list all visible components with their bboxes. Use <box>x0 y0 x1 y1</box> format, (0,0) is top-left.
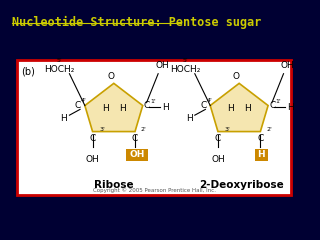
Text: H: H <box>119 104 126 113</box>
Text: C: C <box>257 133 263 143</box>
Text: OH: OH <box>155 61 169 71</box>
Polygon shape <box>85 83 143 132</box>
Text: 4': 4' <box>81 98 87 103</box>
Text: C: C <box>215 133 221 143</box>
Text: 5': 5' <box>57 58 63 63</box>
FancyBboxPatch shape <box>255 149 268 161</box>
Text: O: O <box>233 72 240 81</box>
Text: 2-Deoxyribose: 2-Deoxyribose <box>199 180 284 190</box>
Text: H: H <box>258 150 265 159</box>
Text: OH: OH <box>129 150 145 159</box>
Text: Ribose: Ribose <box>94 180 134 190</box>
Text: C: C <box>144 101 150 110</box>
Text: 2': 2' <box>141 127 147 132</box>
Text: 2': 2' <box>266 127 272 132</box>
Text: HOCH₂: HOCH₂ <box>44 65 75 74</box>
Text: C: C <box>90 133 96 143</box>
Text: 3': 3' <box>225 127 231 132</box>
Text: OH: OH <box>281 61 294 71</box>
Text: 3': 3' <box>99 127 105 132</box>
Text: H: H <box>227 104 234 113</box>
Text: OH: OH <box>211 155 225 164</box>
Text: C: C <box>75 101 81 110</box>
Text: HOCH₂: HOCH₂ <box>170 65 200 74</box>
FancyBboxPatch shape <box>17 60 291 195</box>
Text: H: H <box>186 114 192 123</box>
Text: OH: OH <box>86 155 100 164</box>
FancyBboxPatch shape <box>126 149 148 161</box>
Text: H: H <box>162 103 169 112</box>
Text: 4': 4' <box>206 98 212 103</box>
Text: Copyright © 2005 Pearson Prentice Hall, Inc.: Copyright © 2005 Pearson Prentice Hall, … <box>93 188 216 193</box>
Text: C: C <box>269 101 275 110</box>
Text: H: H <box>287 103 294 112</box>
Text: H: H <box>244 104 251 113</box>
Text: (b): (b) <box>21 67 35 77</box>
Text: O: O <box>108 72 114 81</box>
Text: Nucleotide Structure: Pentose sugar: Nucleotide Structure: Pentose sugar <box>12 16 261 29</box>
Text: H: H <box>60 114 67 123</box>
Polygon shape <box>210 83 268 132</box>
Text: C: C <box>132 133 138 143</box>
Text: 1': 1' <box>276 99 282 104</box>
Text: H: H <box>102 104 108 113</box>
Text: C: C <box>200 101 206 110</box>
Text: 5': 5' <box>182 58 188 63</box>
Text: 1': 1' <box>150 99 156 104</box>
